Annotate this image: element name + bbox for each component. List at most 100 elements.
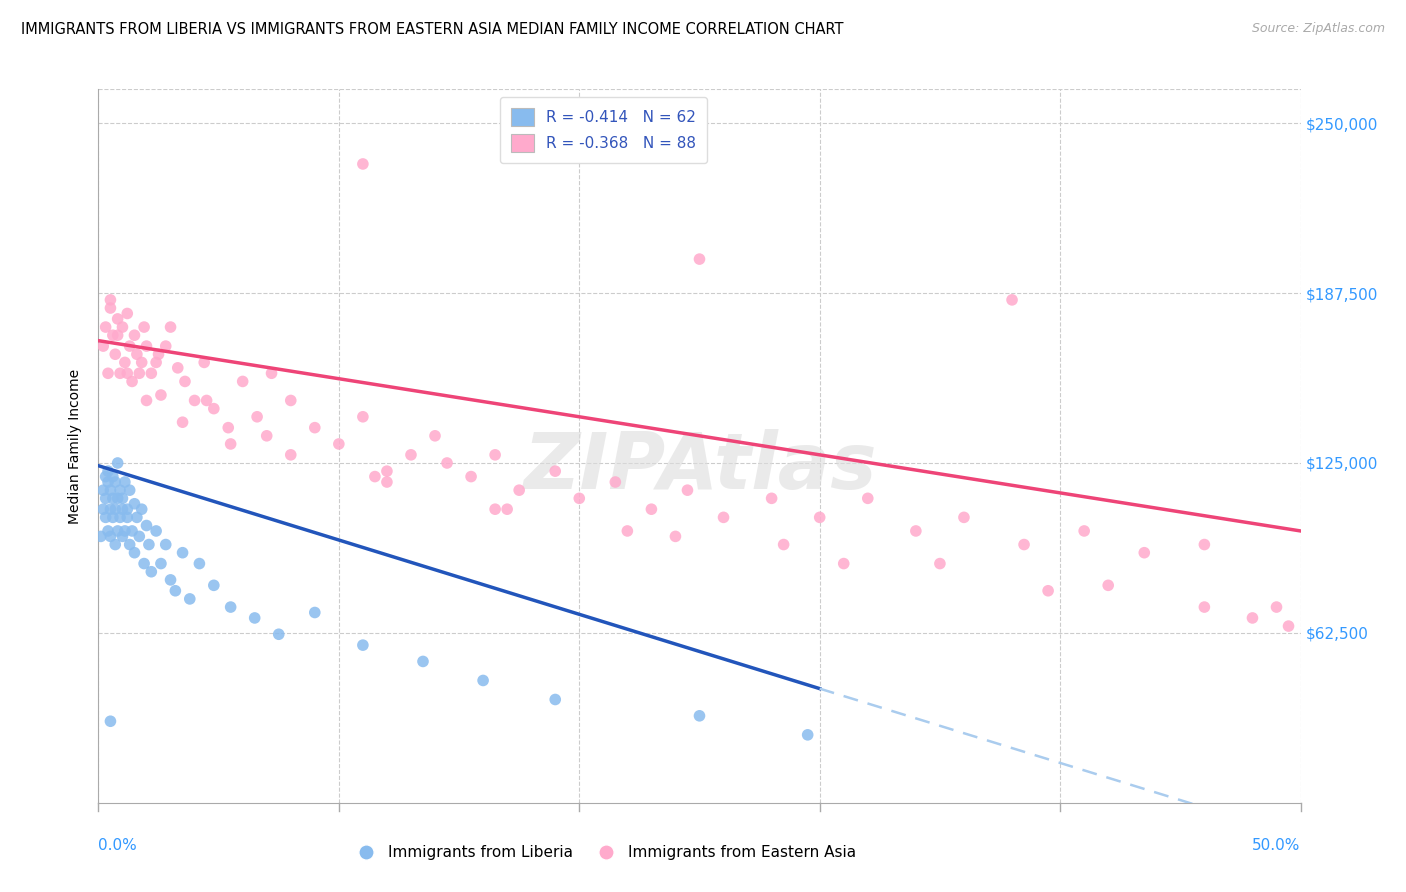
Point	[132, 557, 155, 571]
Point	[689, 252, 711, 266]
Point	[1001, 293, 1024, 307]
Point	[101, 328, 124, 343]
Point	[166, 360, 188, 375]
Point	[91, 483, 114, 498]
Point	[114, 355, 136, 369]
Point	[256, 429, 278, 443]
Point	[107, 524, 129, 538]
Point	[107, 491, 129, 506]
Point	[90, 529, 112, 543]
Point	[149, 557, 172, 571]
Point	[111, 320, 134, 334]
Point	[328, 437, 350, 451]
Point	[179, 591, 201, 606]
Point	[107, 312, 129, 326]
Point	[1241, 611, 1264, 625]
Point	[928, 557, 950, 571]
Point	[91, 502, 114, 516]
Point	[304, 606, 326, 620]
Point	[125, 347, 148, 361]
Point	[260, 366, 283, 380]
Point	[202, 578, 225, 592]
Point	[145, 524, 167, 538]
Point	[111, 491, 134, 506]
Point	[145, 355, 167, 369]
Point	[104, 537, 127, 551]
Point	[135, 339, 157, 353]
Point	[108, 366, 131, 380]
Point	[128, 529, 150, 543]
Point	[460, 469, 482, 483]
Point	[132, 320, 155, 334]
Point	[94, 320, 117, 334]
Point	[304, 420, 326, 434]
Point	[149, 388, 172, 402]
Point	[121, 375, 143, 389]
Point	[664, 529, 686, 543]
Point	[772, 537, 794, 551]
Point	[761, 491, 783, 506]
Point	[1265, 600, 1288, 615]
Point	[219, 437, 242, 451]
Point	[135, 518, 157, 533]
Point	[1277, 619, 1299, 633]
Point	[904, 524, 927, 538]
Point	[832, 557, 855, 571]
Point	[640, 502, 662, 516]
Point	[568, 491, 591, 506]
Point	[352, 157, 374, 171]
Point	[124, 546, 146, 560]
Text: Source: ZipAtlas.com: Source: ZipAtlas.com	[1251, 22, 1385, 36]
Point	[121, 524, 143, 538]
Point	[97, 464, 120, 478]
Point	[101, 491, 124, 506]
Point	[94, 491, 117, 506]
Point	[117, 306, 139, 320]
Point	[125, 510, 148, 524]
Point	[159, 320, 181, 334]
Point	[118, 483, 141, 498]
Point	[375, 475, 398, 489]
Point	[128, 366, 150, 380]
Point	[117, 502, 139, 516]
Point	[97, 475, 120, 489]
Point	[141, 565, 163, 579]
Point	[217, 420, 239, 434]
Point	[104, 502, 127, 516]
Point	[104, 347, 127, 361]
Point	[375, 464, 398, 478]
Point	[280, 448, 302, 462]
Point	[111, 502, 134, 516]
Point	[101, 510, 124, 524]
Point	[676, 483, 699, 498]
Point	[1194, 537, 1216, 551]
Point	[193, 355, 215, 369]
Point	[605, 475, 627, 489]
Point	[1097, 578, 1119, 592]
Point	[155, 537, 177, 551]
Legend: Immigrants from Liberia, Immigrants from Eastern Asia: Immigrants from Liberia, Immigrants from…	[344, 839, 862, 866]
Point	[1133, 546, 1156, 560]
Point	[243, 611, 266, 625]
Point	[1036, 583, 1059, 598]
Point	[267, 627, 290, 641]
Point	[484, 448, 506, 462]
Point	[114, 524, 136, 538]
Point	[1194, 600, 1216, 615]
Point	[953, 510, 976, 524]
Point	[232, 375, 254, 389]
Point	[280, 393, 302, 408]
Point	[246, 409, 269, 424]
Point	[94, 469, 117, 483]
Point	[100, 502, 122, 516]
Point	[423, 429, 446, 443]
Point	[165, 583, 187, 598]
Point	[117, 510, 139, 524]
Point	[100, 714, 122, 729]
Point	[796, 728, 818, 742]
Point	[100, 301, 122, 315]
Point	[131, 502, 153, 516]
Point	[544, 464, 567, 478]
Point	[436, 456, 458, 470]
Point	[100, 293, 122, 307]
